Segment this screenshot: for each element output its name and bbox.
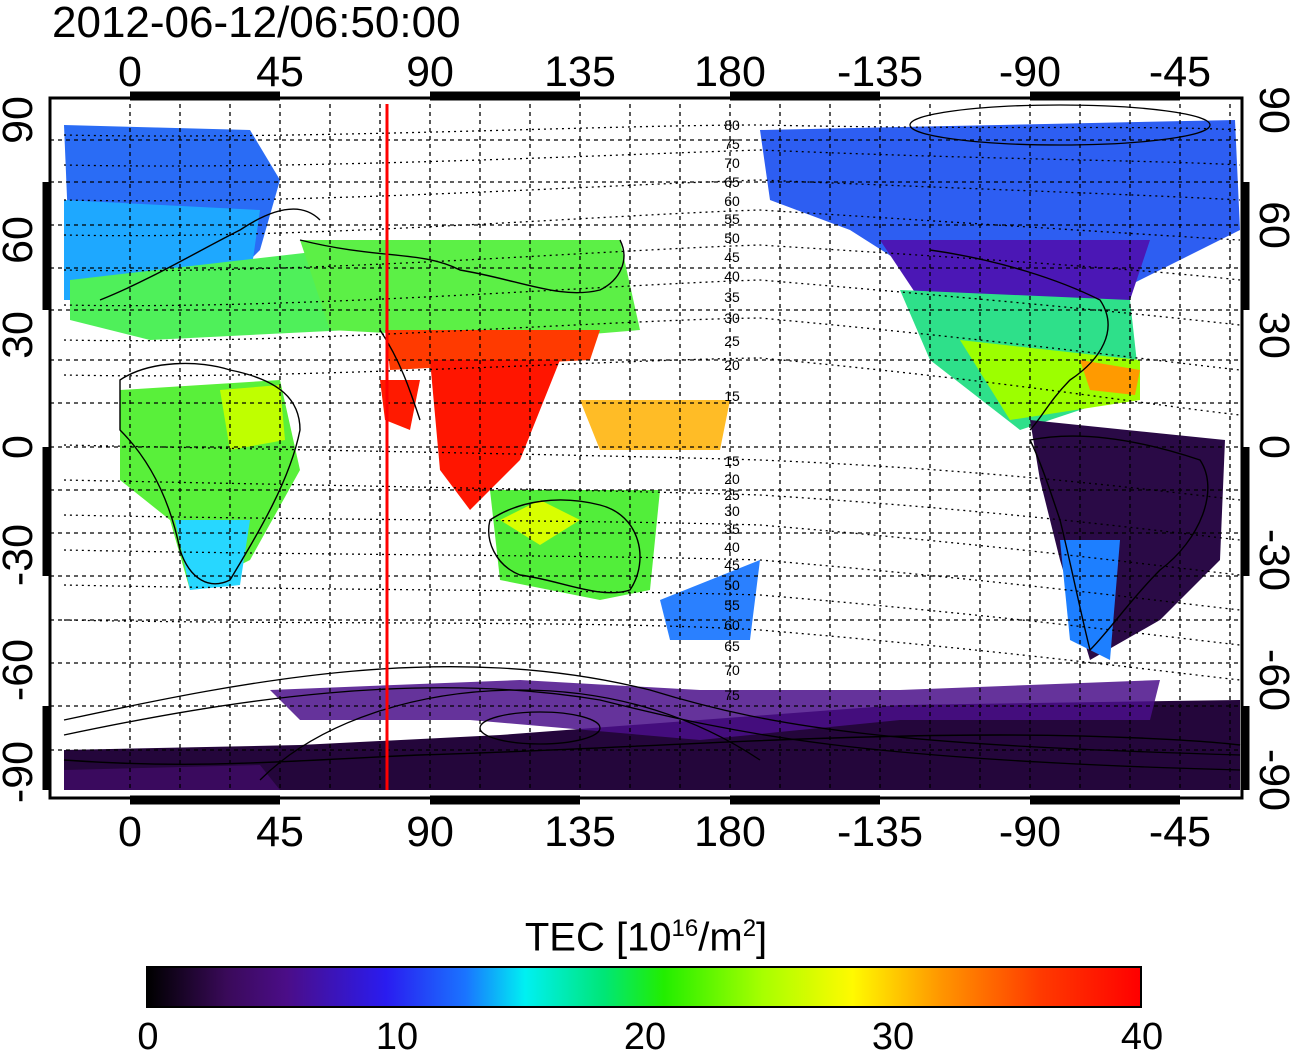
- bottom-lon-tick: 90: [406, 808, 454, 856]
- mlat-label: 50: [724, 230, 740, 246]
- right-lat-tick: 60: [1250, 201, 1292, 249]
- right-lat-tick: -60: [1250, 649, 1292, 711]
- coordinate-grid: [50, 104, 1242, 790]
- mlat-label: 25: [724, 487, 740, 503]
- mlat-label: 15: [724, 388, 740, 404]
- mlat-label: 60: [724, 193, 740, 209]
- mlat-label: 35: [724, 521, 740, 537]
- mlat-label: 50: [724, 577, 740, 593]
- tec-data-layer: [64, 120, 1240, 790]
- left-latitude-ticks: 90 60 30 0 -30 -60 -90: [0, 96, 42, 803]
- right-lat-tick: -90: [1250, 749, 1292, 811]
- map-title: 2012-06-12/06:50:00: [52, 0, 461, 47]
- bottom-lon-tick: -135: [837, 808, 923, 856]
- top-lon-tick: 180: [694, 48, 766, 96]
- bottom-lon-tick: -45: [1149, 808, 1211, 856]
- bottom-longitude-ticks: 0 45 90 135 180 -135 -90 -45: [118, 808, 1211, 856]
- mlat-label: 45: [724, 557, 740, 573]
- tec-colorbar: [146, 966, 1142, 1008]
- mlat-label: 65: [724, 638, 740, 654]
- right-lat-tick: 90: [1250, 86, 1292, 134]
- right-lat-tick: 0: [1250, 435, 1292, 459]
- mlat-label: 60: [724, 617, 740, 633]
- mlat-label: 55: [724, 211, 740, 227]
- mlat-label: 40: [724, 268, 740, 284]
- mlat-label: 70: [724, 662, 740, 678]
- bottom-lon-tick: 45: [256, 808, 304, 856]
- left-lat-tick: -60: [0, 639, 42, 701]
- left-lat-tick: 0: [0, 435, 42, 459]
- colorbar-tick-label: 0: [137, 1016, 159, 1058]
- mlat-label: 70: [724, 155, 740, 171]
- right-lat-tick: -30: [1250, 529, 1292, 591]
- tec-map: 0 45 90 135 180 -135 -90 -45 0 45 90 135…: [0, 48, 1292, 856]
- mlat-label: 45: [724, 249, 740, 265]
- mlat-label: 55: [724, 597, 740, 613]
- colorbar-title-prefix: TEC [10: [524, 915, 672, 960]
- mlat-label: 80: [724, 117, 740, 133]
- mlat-label: 25: [724, 333, 740, 349]
- left-lat-tick: -30: [0, 524, 42, 586]
- mlat-label: 20: [724, 357, 740, 373]
- bottom-lon-tick: 135: [544, 808, 616, 856]
- colorbar-title-exponent-2: 2: [742, 915, 757, 942]
- mlat-label: 20: [724, 471, 740, 487]
- mlat-label: 30: [724, 503, 740, 519]
- left-lat-tick: 60: [0, 216, 42, 264]
- bottom-lon-tick: 180: [694, 808, 766, 856]
- solid-contours: [63, 104, 1241, 781]
- mlat-label: 65: [724, 174, 740, 190]
- left-lat-tick: -90: [0, 741, 42, 803]
- magnetic-latitude-labels: 80 75 70 65 60 55 50 45 40 35 30 25 20 1…: [724, 117, 740, 703]
- left-lat-tick: 90: [0, 96, 42, 144]
- bottom-lon-tick: 0: [118, 808, 142, 856]
- top-lon-tick: 0: [118, 48, 142, 96]
- colorbar-tick-label: 40: [1120, 1016, 1164, 1058]
- mlat-label: 15: [724, 453, 740, 469]
- top-lon-tick: -135: [837, 48, 923, 96]
- colorbar-title-unit: /m: [698, 915, 743, 960]
- right-latitude-ticks: 90 60 30 0 -30 -60 -90: [1250, 86, 1292, 811]
- mlat-label: 75: [724, 687, 740, 703]
- top-lon-tick: 135: [544, 48, 616, 96]
- top-lon-tick: -45: [1149, 48, 1211, 96]
- top-longitude-ticks: 0 45 90 135 180 -135 -90 -45: [118, 48, 1211, 96]
- colorbar-title: TEC [1016/m2]: [0, 906, 1292, 960]
- colorbar-title-exponent: 16: [671, 915, 699, 942]
- frame-edges: [42, 91, 1250, 805]
- colorbar-title-suffix: ]: [756, 915, 768, 960]
- right-lat-tick: 30: [1250, 311, 1292, 359]
- colorbar-tick-label: 20: [623, 1016, 667, 1058]
- top-lon-tick: 90: [406, 48, 454, 96]
- colorbar-tick-label: 30: [871, 1016, 915, 1058]
- mlat-label: 35: [724, 289, 740, 305]
- colorbar-tick-label: 10: [375, 1016, 419, 1058]
- mlat-label: 75: [724, 136, 740, 152]
- mlat-label: 40: [724, 539, 740, 555]
- mlat-label: 30: [724, 310, 740, 326]
- bottom-lon-tick: -90: [999, 808, 1061, 856]
- left-lat-tick: 30: [0, 311, 42, 359]
- top-lon-tick: -90: [999, 48, 1061, 96]
- top-lon-tick: 45: [256, 48, 304, 96]
